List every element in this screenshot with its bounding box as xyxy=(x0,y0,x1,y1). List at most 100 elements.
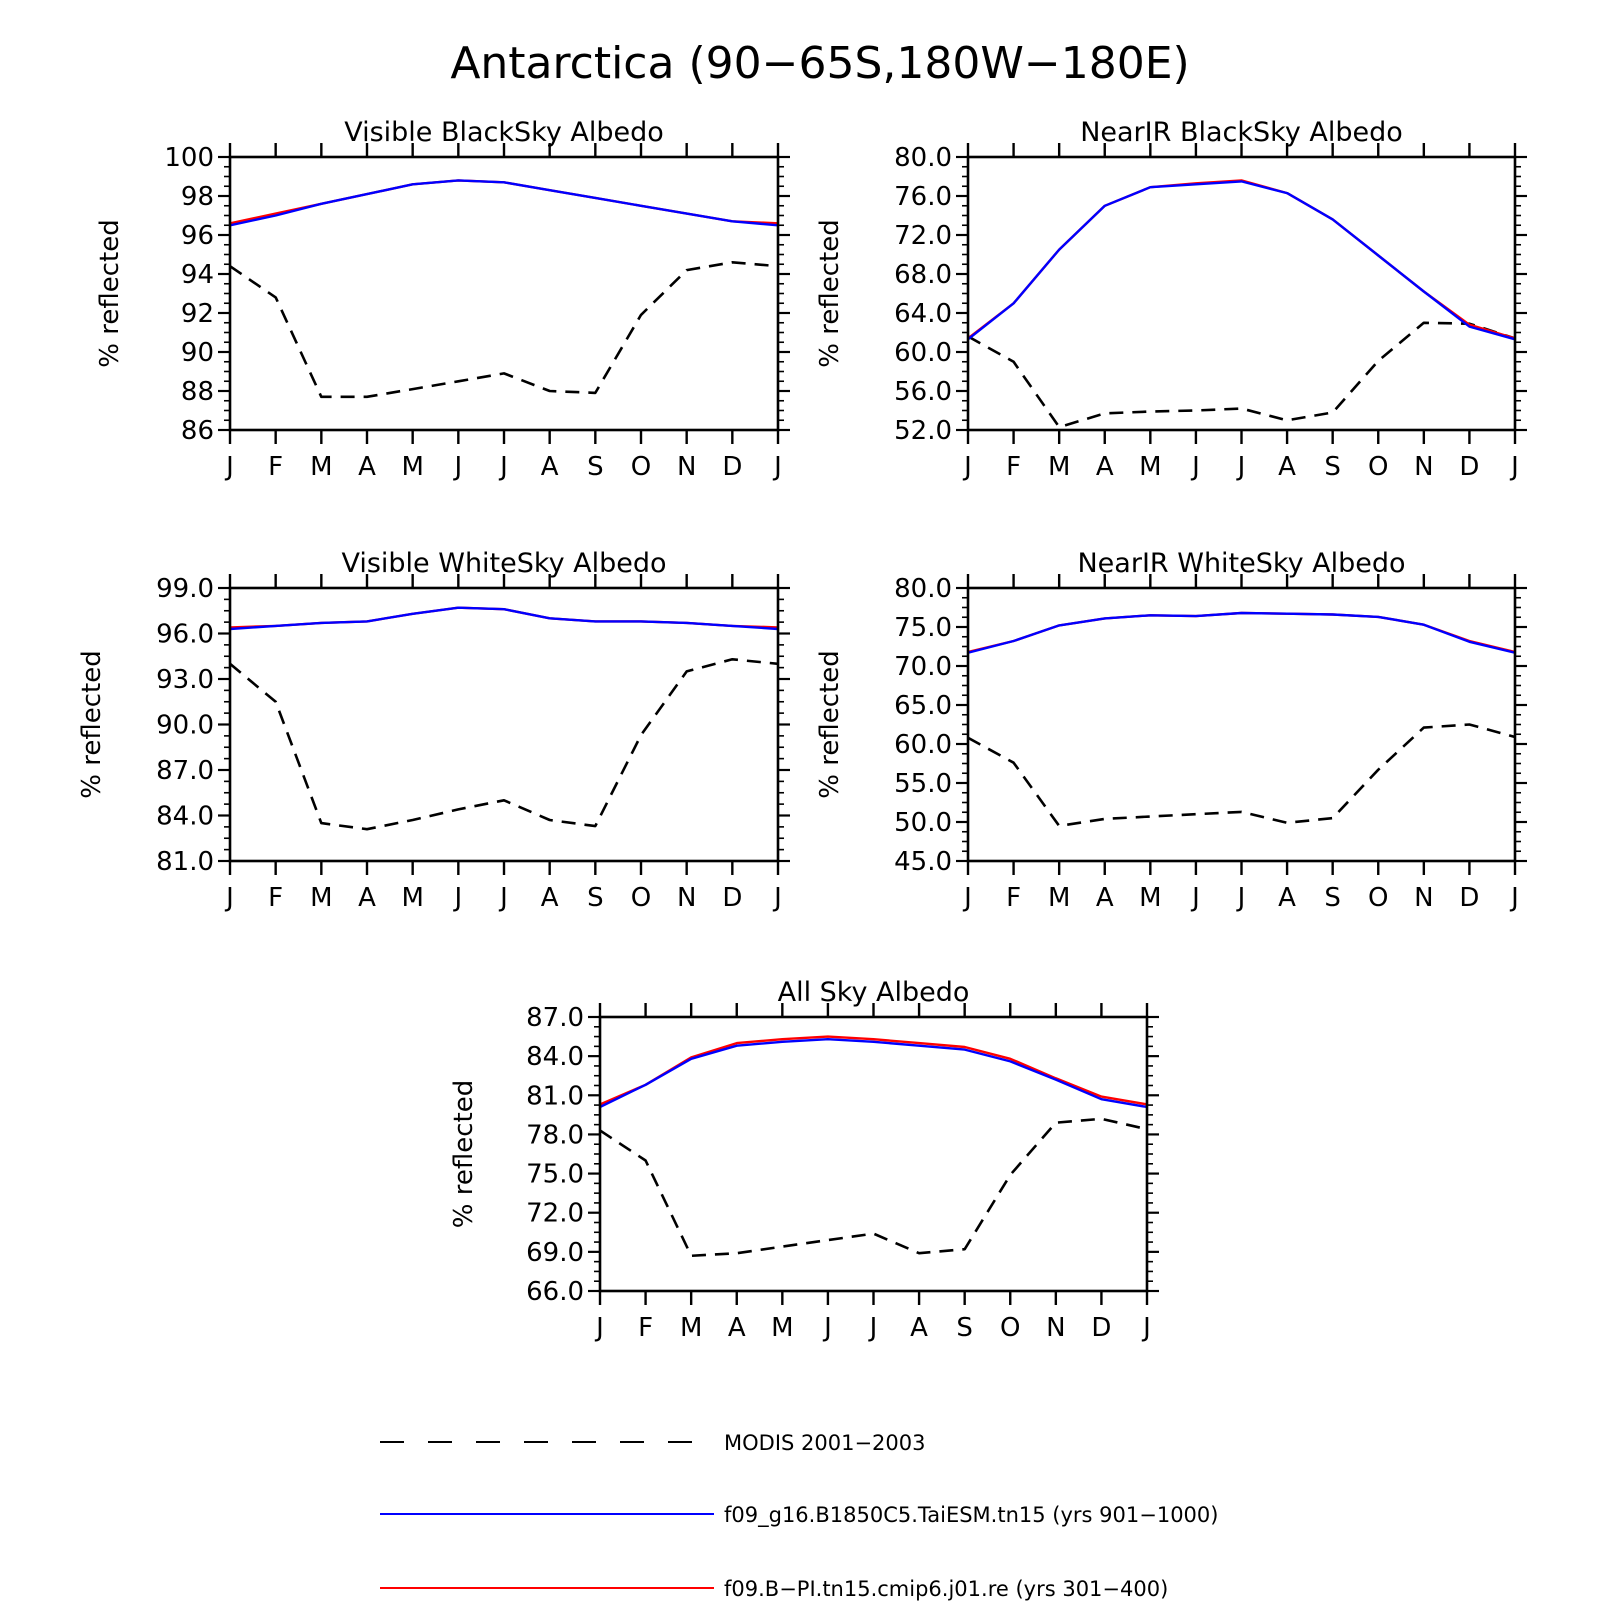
y-tick-label: 75.0 xyxy=(526,1160,584,1190)
x-tick-label: M xyxy=(401,883,423,913)
x-tick-label: J xyxy=(1509,883,1519,913)
y-axis-label: % reflected xyxy=(95,219,125,367)
series-line-modis xyxy=(968,321,1515,429)
x-tick-label: J xyxy=(452,883,462,913)
series-line-modis xyxy=(230,657,778,831)
x-tick-label: N xyxy=(677,452,696,482)
x-tick-label: N xyxy=(1414,883,1433,913)
y-axis-label: % reflected xyxy=(77,650,107,798)
y-tick-label: 93.0 xyxy=(156,665,214,695)
y-tick-label: 96 xyxy=(181,221,214,251)
series-line-cmip6 xyxy=(230,179,778,225)
x-tick-label: M xyxy=(1139,452,1161,482)
series-line-cmip6 xyxy=(600,1035,1147,1106)
y-tick-label: 90.0 xyxy=(156,711,214,741)
x-tick-label: M xyxy=(1048,452,1070,482)
legend: MODIS 2001−2003 f09_g16.B1850C5.TaiESM.tn… xyxy=(380,1431,1218,1601)
x-ticks xyxy=(598,1003,1149,1305)
series-group xyxy=(230,179,778,399)
y-tick-label: 78.0 xyxy=(526,1120,584,1150)
y-tick-label: 65.0 xyxy=(894,691,952,721)
y-tick-label: 99.0 xyxy=(156,574,214,604)
x-tick-label: F xyxy=(268,883,283,913)
legend-item-modis: MODIS 2001−2003 xyxy=(380,1431,926,1455)
x-ticks xyxy=(966,574,1517,875)
legend-item-taiesm: f09_g16.B1850C5.TaiESM.tn15 (yrs 901−100… xyxy=(380,1503,1218,1528)
x-ticks xyxy=(228,143,780,444)
series-line-taiesm xyxy=(230,606,778,631)
x-tick-label: A xyxy=(541,452,559,482)
x-tick-label: M xyxy=(1139,883,1161,913)
y-tick-label: 88 xyxy=(181,377,214,407)
x-tick-label: J xyxy=(224,452,234,482)
x-tick-label: A xyxy=(1278,883,1296,913)
x-tick-label: A xyxy=(910,1313,928,1343)
x-tick-label: F xyxy=(1006,883,1021,913)
plot-frame xyxy=(228,586,780,863)
y-tick-label: 69.0 xyxy=(526,1238,584,1268)
y-tick-label: 64.0 xyxy=(894,299,952,329)
x-tick-label: J xyxy=(452,452,462,482)
x-tick-label: S xyxy=(587,452,604,482)
y-tick-label: 68.0 xyxy=(894,260,952,290)
x-tick-label: A xyxy=(358,883,376,913)
series-line-cmip6 xyxy=(968,611,1515,654)
x-tick-label: J xyxy=(772,452,782,482)
y-tick-label: 87.0 xyxy=(156,756,214,786)
y-tick-label: 84.0 xyxy=(156,802,214,832)
y-tick-label: 56.0 xyxy=(894,377,952,407)
x-tick-label: A xyxy=(1278,452,1296,482)
x-ticks xyxy=(228,574,780,875)
x-tick-label: O xyxy=(1000,1313,1020,1343)
y-tick-label: 55.0 xyxy=(894,769,952,799)
y-tick-label: 50.0 xyxy=(894,808,952,838)
x-tick-label: N xyxy=(1414,452,1433,482)
series-line-modis xyxy=(230,260,778,399)
panel-title: Visible BlackSky Albedo xyxy=(344,117,664,148)
y-tick-label: 84.0 xyxy=(526,1042,584,1072)
y-ticks xyxy=(218,586,790,863)
x-tick-label: N xyxy=(1046,1313,1065,1343)
x-tick-label: A xyxy=(358,452,376,482)
x-tick-label: M xyxy=(310,883,332,913)
y-tick-label: 94 xyxy=(181,260,214,290)
y-tick-label: 86 xyxy=(181,416,214,446)
y-tick-label: 96.0 xyxy=(156,620,214,650)
x-tick-label: A xyxy=(541,883,559,913)
series-line-modis xyxy=(968,723,1515,828)
x-tick-label: J xyxy=(1190,883,1200,913)
series-line-taiesm xyxy=(968,611,1515,654)
y-tick-label: 75.0 xyxy=(894,613,952,643)
x-tick-label: D xyxy=(1459,883,1479,913)
y-tick-label: 72.0 xyxy=(526,1199,584,1229)
y-ticks xyxy=(956,155,1527,432)
x-tick-label: J xyxy=(962,883,972,913)
x-tick-label: S xyxy=(956,1313,973,1343)
series-line-taiesm xyxy=(968,180,1515,341)
legend-label: MODIS 2001−2003 xyxy=(724,1431,926,1455)
panel-title: All Sky Albedo xyxy=(778,977,970,1008)
y-tick-label: 87.0 xyxy=(526,1003,584,1033)
x-tick-label: S xyxy=(587,883,604,913)
x-tick-label: J xyxy=(772,883,782,913)
legend-label: f09.B−PI.tn15.cmip6.j01.re (yrs 301−400) xyxy=(724,1577,1168,1601)
y-tick-label: 100 xyxy=(164,143,214,173)
series-line-taiesm xyxy=(230,179,778,227)
x-tick-label: D xyxy=(722,883,742,913)
x-tick-label: J xyxy=(1236,452,1246,482)
x-tick-label: M xyxy=(310,452,332,482)
panel-title: Visible WhiteSky Albedo xyxy=(341,548,666,579)
x-tick-label: O xyxy=(1368,452,1388,482)
series-group xyxy=(230,606,778,831)
y-axis-label: % reflected xyxy=(815,219,845,367)
x-tick-label: J xyxy=(1190,452,1200,482)
x-tick-label: F xyxy=(1006,452,1021,482)
x-tick-label: D xyxy=(1459,452,1479,482)
y-tick-label: 98 xyxy=(181,182,214,212)
plot-frame xyxy=(228,155,780,432)
y-tick-label: 72.0 xyxy=(894,221,952,251)
x-tick-label: J xyxy=(868,1313,878,1343)
x-tick-label: O xyxy=(1368,883,1388,913)
